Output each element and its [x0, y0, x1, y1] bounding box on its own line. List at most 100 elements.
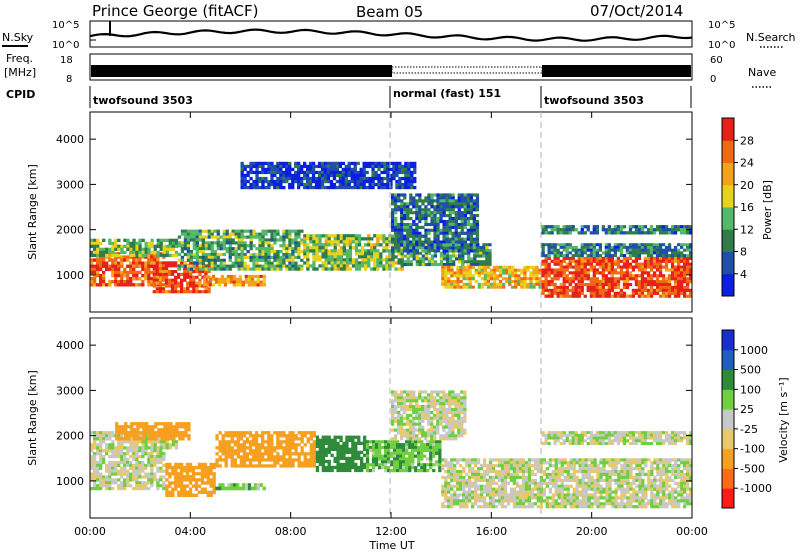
- velocity-cell: [261, 458, 265, 462]
- velocity-cell: [391, 408, 395, 412]
- power-cell: [342, 237, 346, 241]
- velocity-cell: [168, 472, 172, 476]
- power-cell: [219, 247, 223, 251]
- power-cell: [562, 248, 566, 252]
- velocity-cell: [108, 469, 112, 473]
- velocity-cell: [342, 462, 346, 467]
- power-cell: [317, 161, 322, 166]
- power-cell: [658, 285, 663, 290]
- power-cell: [412, 211, 416, 215]
- power-cell: [279, 267, 283, 271]
- power-cell: [547, 274, 551, 278]
- power-cell: [577, 283, 581, 287]
- velocity-cell: [409, 431, 413, 435]
- power-cell: [252, 164, 256, 169]
- power-cell: [568, 245, 572, 249]
- power-cell: [195, 250, 199, 254]
- power-cell: [243, 173, 247, 178]
- power-cell: [303, 176, 307, 181]
- velocity-cell: [126, 460, 130, 465]
- power-cell: [195, 235, 199, 239]
- power-cell: [400, 258, 404, 262]
- velocity-cell: [117, 449, 121, 453]
- velocity-cell: [144, 434, 148, 438]
- velocity-cell: [397, 396, 401, 400]
- power-cell: [523, 271, 527, 275]
- power-cell: [397, 225, 401, 229]
- power-cell: [240, 235, 244, 239]
- power-cell: [592, 280, 596, 284]
- power-cell: [357, 237, 362, 241]
- power-cell: [126, 241, 130, 245]
- power-cell: [607, 271, 611, 275]
- power-cell: [150, 244, 154, 248]
- velocity-cell: [261, 434, 265, 438]
- power-cell: [421, 243, 425, 247]
- power-cell: [159, 244, 163, 248]
- velocity-cell: [105, 452, 109, 456]
- power-cell: [350, 170, 354, 175]
- power-cell: [213, 229, 217, 233]
- velocity-cell: [276, 437, 280, 441]
- power-cell: [580, 268, 584, 272]
- velocity-cell: [411, 454, 415, 458]
- power-cell: [595, 291, 599, 295]
- power-cell: [480, 265, 484, 269]
- power-cell: [210, 235, 214, 239]
- power-cell: [479, 254, 483, 258]
- power-cell: [323, 161, 328, 166]
- velocity-cell: [117, 463, 121, 467]
- power-cell: [353, 179, 357, 184]
- velocity-cell: [188, 493, 193, 497]
- power-cell: [291, 252, 295, 257]
- velocity-cell: [93, 466, 97, 470]
- power-cell: [370, 237, 374, 241]
- power-cell: [357, 249, 362, 253]
- velocity-cell: [159, 455, 163, 459]
- power-cell: [333, 240, 337, 244]
- power-cell: [186, 255, 191, 259]
- power-cell: [167, 284, 172, 288]
- power-cell: [222, 241, 226, 245]
- power-cell: [661, 280, 666, 284]
- velocity-cell: [368, 440, 373, 444]
- velocity-cell: [165, 478, 169, 482]
- power-cell: [454, 249, 458, 253]
- power-cell: [198, 267, 202, 271]
- power-cell: [276, 182, 280, 187]
- power-cell: [625, 262, 630, 266]
- power-cell: [383, 167, 387, 172]
- power-cell: [192, 255, 196, 259]
- velocity-cell: [90, 449, 94, 453]
- power-cell: [111, 264, 115, 268]
- power-cell: [243, 267, 247, 271]
- velocity-cell: [420, 451, 424, 455]
- power-cell: [485, 260, 489, 264]
- power-cell: [350, 176, 354, 181]
- power-cell: [406, 260, 410, 264]
- velocity-cell: [279, 443, 283, 447]
- velocity-cell: [111, 466, 115, 470]
- power-cell: [433, 254, 438, 258]
- power-cell: [276, 167, 280, 172]
- velocity-cell: [126, 481, 130, 485]
- power-cell: [457, 193, 461, 197]
- power-cell: [270, 176, 274, 181]
- velocity-cell: [397, 428, 401, 432]
- power-cell: [311, 170, 316, 175]
- velocity-cell: [309, 446, 313, 450]
- velocity-cell: [381, 463, 385, 467]
- velocity-cell: [242, 431, 247, 435]
- power-cell: [436, 219, 440, 224]
- power-cell: [625, 265, 630, 269]
- power-cell: [664, 245, 669, 249]
- power-cell: [167, 261, 172, 265]
- power-cell: [114, 238, 118, 242]
- power-cell: [111, 250, 115, 255]
- velocity-cell: [324, 468, 328, 473]
- power-cell: [469, 196, 473, 200]
- velocity-cell: [406, 405, 410, 409]
- power-cell: [231, 252, 235, 257]
- velocity-cell: [129, 449, 133, 453]
- velocity-cell: [159, 466, 163, 470]
